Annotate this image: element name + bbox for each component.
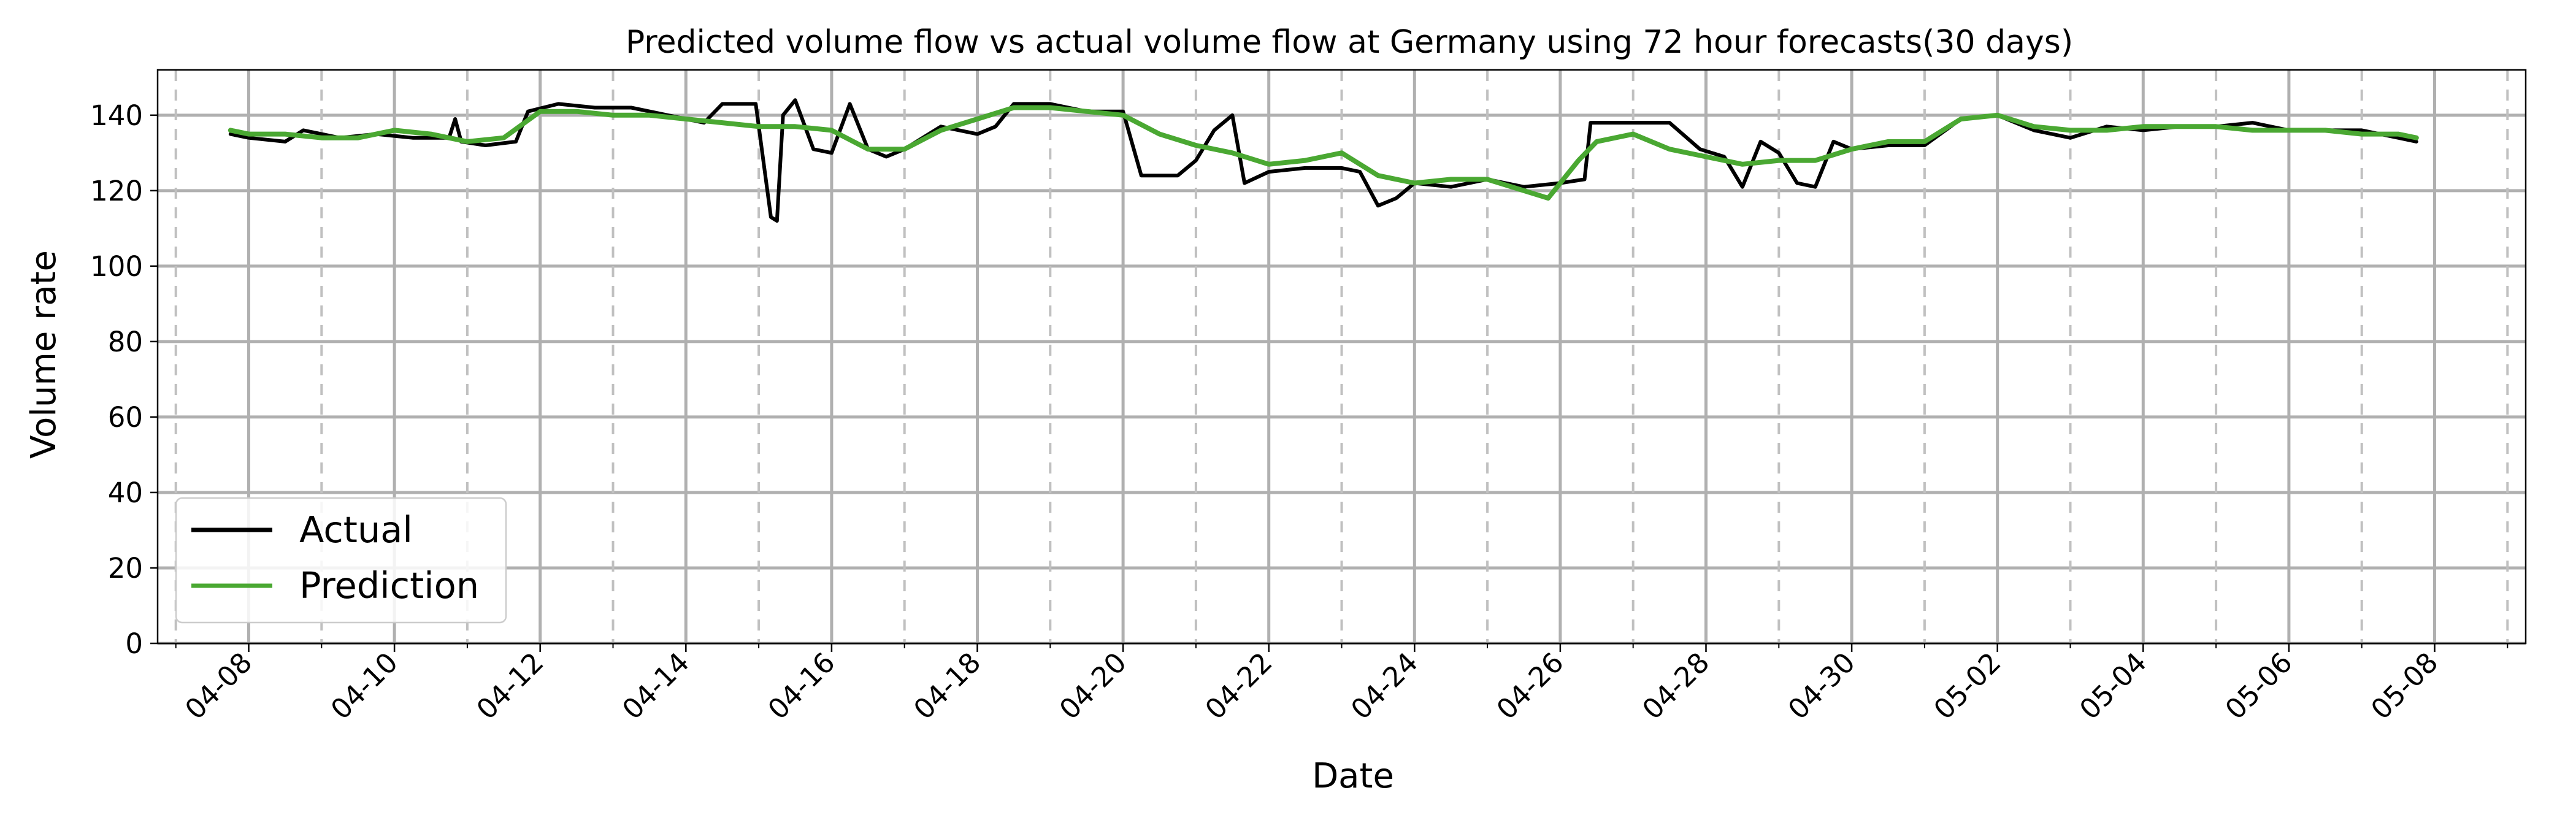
x-tick-label: 04-10 <box>324 646 404 726</box>
y-tick-label: 140 <box>90 99 143 132</box>
x-tick-label: 04-26 <box>1490 646 1570 726</box>
x-tick-label: 05-08 <box>2364 646 2444 726</box>
x-tick-label: 05-02 <box>1928 646 2007 726</box>
y-axis-label: Volume rate <box>24 250 64 459</box>
x-tick-label: 04-20 <box>1053 646 1133 726</box>
y-tick-label: 120 <box>90 175 143 207</box>
grid <box>158 70 2526 645</box>
x-tick-label: 04-16 <box>762 646 841 726</box>
y-tick-label: 80 <box>108 326 143 358</box>
y-tick-label: 40 <box>108 477 143 509</box>
series-line-prediction <box>228 105 2419 201</box>
series-lines <box>228 98 2419 223</box>
x-tick-label: 04-12 <box>470 646 550 726</box>
x-tick-label: 05-06 <box>2219 646 2299 726</box>
x-tick-label: 04-18 <box>907 646 987 726</box>
series-line-actual <box>228 98 2418 223</box>
legend-label-actual: Actual <box>299 508 413 551</box>
legend-label-prediction: Prediction <box>299 564 479 607</box>
x-tick-label: 04-28 <box>1636 646 1715 726</box>
y-tick-label: 60 <box>108 401 143 434</box>
x-tick-label: 04-24 <box>1344 646 1424 726</box>
x-tick-label: 04-30 <box>1782 646 1861 726</box>
x-tick-label: 04-22 <box>1199 646 1279 726</box>
y-tick-label: 100 <box>90 250 143 283</box>
x-tick-label: 04-14 <box>616 646 696 726</box>
x-tick-label: 05-04 <box>2073 646 2153 726</box>
x-axis-label: Date <box>1312 756 1394 796</box>
legend: Actual Prediction <box>175 497 507 624</box>
x-tick-label: 04-08 <box>178 646 258 726</box>
y-tick-label: 20 <box>108 552 143 585</box>
axis-ticks: 0 20 40 60 80 100 120 140 04-08 04-10 04-12 04-14 04… <box>90 99 2509 726</box>
y-tick-label: 0 <box>125 627 143 660</box>
chart-title: Predicted volume flow vs actual volume f… <box>626 24 2073 61</box>
